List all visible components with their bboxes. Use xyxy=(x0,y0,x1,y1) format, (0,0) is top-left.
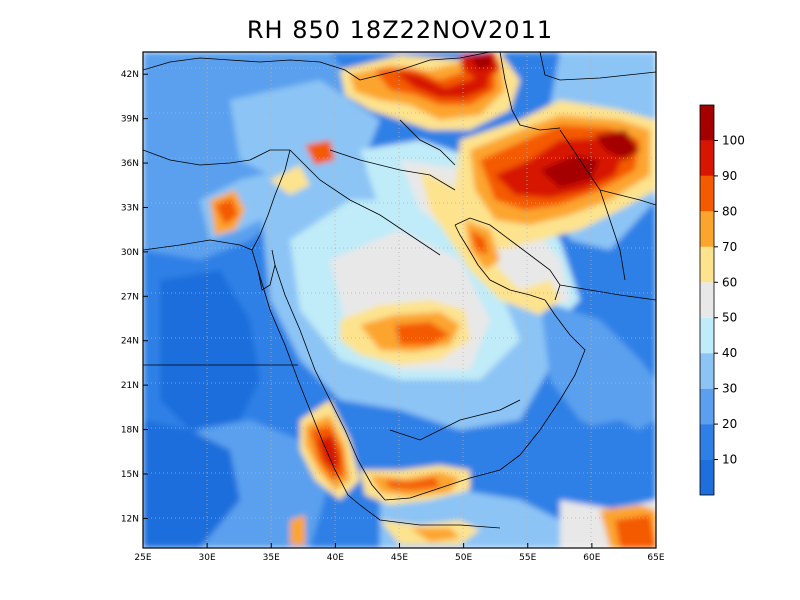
colorbar: 10 20 30 40 50 60 70 80 90 100 xyxy=(699,104,745,496)
coastlines-borders xyxy=(143,52,656,529)
colorbar-label: 70 xyxy=(722,240,737,254)
colorbar-label: 40 xyxy=(722,346,737,360)
colorbar-swatch xyxy=(700,211,714,247)
lat-tick-label: 24N xyxy=(121,337,139,347)
colorbar-swatch xyxy=(700,388,714,425)
colorbar-label: 30 xyxy=(722,382,737,396)
lon-tick-label: 30E xyxy=(199,553,216,563)
rh-field xyxy=(143,52,656,548)
lat-tick-label: 30N xyxy=(121,248,139,258)
colorbar-label: 20 xyxy=(722,417,737,431)
lat-tick-label: 12N xyxy=(121,514,139,524)
lon-tick-label: 65E xyxy=(647,553,664,563)
lat-tick-label: 33N xyxy=(121,203,139,213)
colorbar-swatch xyxy=(700,282,714,318)
colorbar-label: 60 xyxy=(722,275,737,289)
colorbar-swatch xyxy=(700,246,714,283)
colorbar-swatch xyxy=(700,424,714,460)
lat-tick-label: 21N xyxy=(121,381,139,391)
colorbar-label: 90 xyxy=(722,169,737,183)
lat-tick-label: 42N xyxy=(121,70,139,80)
lat-tick-label: 18N xyxy=(121,426,139,436)
lon-tick-label: 25E xyxy=(134,553,151,563)
lon-tick-label: 50E xyxy=(455,553,472,563)
colorbar-label: 80 xyxy=(722,204,737,218)
colorbar-swatch xyxy=(700,353,714,389)
lon-tick-label: 35E xyxy=(263,553,280,563)
colorbar-swatch xyxy=(700,140,714,176)
colorbar-swatch xyxy=(700,175,714,212)
colorbar-frame xyxy=(699,104,715,496)
lat-tick-label: 27N xyxy=(121,292,139,302)
map-gridlines xyxy=(143,52,656,548)
colorbar-swatch xyxy=(700,317,714,354)
lon-axis: 25E 30E 35E 40E 45E 50E 55E 60E 65E xyxy=(134,543,665,563)
lat-tick-label: 15N xyxy=(121,470,139,480)
lon-tick-label: 55E xyxy=(519,553,536,563)
lat-axis: 12N 15N 18N 21N 24N 27N 30N 33N 36N 39N 42N xyxy=(121,70,148,524)
colorbar-label: 10 xyxy=(722,453,737,467)
lat-tick-label: 36N xyxy=(121,159,139,169)
colorbar-swatch xyxy=(700,459,714,495)
lon-tick-label: 60E xyxy=(583,553,600,563)
lon-tick-label: 40E xyxy=(327,553,344,563)
map-title: RH 850 18Z22NOV2011 xyxy=(246,16,554,44)
lon-tick-label: 45E xyxy=(391,553,408,563)
colorbar-swatch xyxy=(700,105,714,141)
colorbar-label: 100 xyxy=(722,133,745,147)
lat-tick-label: 39N xyxy=(121,115,139,125)
colorbar-label: 50 xyxy=(722,311,737,325)
